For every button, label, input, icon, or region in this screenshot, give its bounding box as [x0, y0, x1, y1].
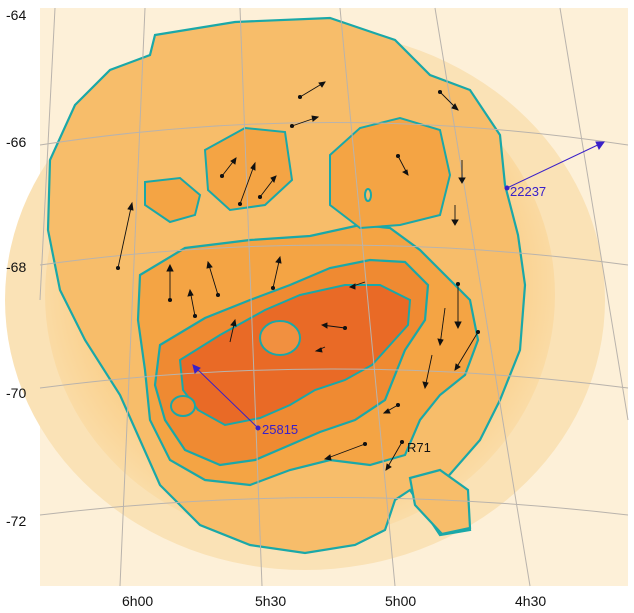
ra-label-4h30: 4h30 — [515, 593, 546, 608]
star-label-25815: 25815 — [262, 422, 298, 437]
contour-left-lobe — [144, 176, 202, 224]
contour-core — [178, 284, 412, 427]
contour-small-right — [364, 188, 372, 202]
dec-label-64: -64 — [6, 7, 26, 23]
contour-island-b — [170, 395, 196, 417]
highlight-arrows — [192, 141, 605, 431]
ra-label-5h00: 5h00 — [385, 593, 416, 608]
contour-island-a — [259, 320, 301, 356]
dec-label-72: -72 — [6, 513, 26, 529]
dec-label-70: -70 — [6, 385, 26, 401]
vector-arrows — [115, 81, 481, 471]
coordinate-grid — [39, 7, 629, 587]
ra-label-6h00: 6h00 — [122, 593, 153, 608]
contour-outer-lobe — [408, 468, 472, 536]
contour-upper-left — [203, 126, 294, 212]
star-label-22237: 22237 — [510, 184, 546, 199]
ra-label-5h30: 5h30 — [255, 593, 286, 608]
star-label-r71: R71 — [407, 440, 431, 455]
dec-label-68: -68 — [6, 259, 26, 275]
dec-label-66: -66 — [6, 134, 26, 150]
